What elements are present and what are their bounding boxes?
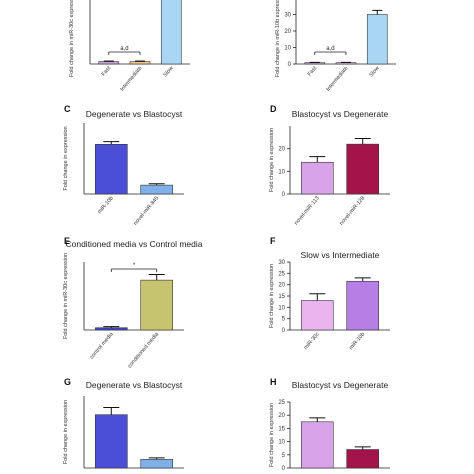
panel-label: G xyxy=(64,377,71,387)
chart-title: Degenerate vs Blastocyst xyxy=(86,380,183,390)
panel-label: F xyxy=(270,236,276,246)
panel-label: C xyxy=(64,104,71,114)
bar xyxy=(346,280,380,331)
significance-label: a,d xyxy=(120,46,128,52)
x-tick-label: miR-30c xyxy=(303,331,321,351)
bar xyxy=(300,300,334,331)
chart-title: Degenerate vs Blastocyst xyxy=(86,109,183,119)
panel-g: G Degenerate vs Blastocyst Fold change in … xyxy=(63,377,184,469)
significance-label: * xyxy=(133,263,136,269)
significance-label: a,d xyxy=(326,46,334,52)
y-tick-label: 10 xyxy=(278,305,285,311)
y-tick-label: 15 xyxy=(278,294,285,300)
x-tick-label: Intermediate xyxy=(325,65,349,92)
y-tick-label: 25 xyxy=(278,400,285,406)
bar xyxy=(94,144,128,195)
x-tick-label: control media xyxy=(89,331,115,361)
y-tick-label: 30 xyxy=(284,13,291,19)
y-tick-label: 30 xyxy=(278,260,285,266)
x-tick-label: novel-miR-113 xyxy=(293,195,320,226)
bar xyxy=(94,327,128,331)
bar xyxy=(300,161,334,195)
bar xyxy=(140,279,174,331)
x-tick-label: miR-10b xyxy=(348,331,366,351)
y-tick-label: 5 xyxy=(282,453,286,459)
y-axis-label: Fold change in miR-30c expression xyxy=(63,253,69,339)
bar xyxy=(140,184,174,195)
y-axis-label: Fold change in miR-30c expression xyxy=(69,0,75,77)
y-tick-label: 5 xyxy=(282,317,286,323)
y-tick-label: 10 xyxy=(278,440,285,446)
y-tick-label: 0 xyxy=(288,62,292,68)
x-tick-label: miR-10b xyxy=(97,195,115,215)
y-tick-label: 10 xyxy=(284,46,291,52)
y-tick-label: 0 xyxy=(282,466,286,472)
y-axis-label: Fold change in expression xyxy=(269,403,275,467)
y-axis-label: Fold change in expression xyxy=(63,400,69,464)
x-tick-label: novel-miR-128 xyxy=(339,195,367,226)
bar xyxy=(98,61,120,65)
x-tick-label: Slow xyxy=(369,65,381,78)
y-tick-label: 20 xyxy=(278,147,285,153)
y-tick-label: 15 xyxy=(278,426,285,432)
bar xyxy=(160,0,182,65)
y-axis-label: Fold change in miR-10b expression xyxy=(275,0,281,77)
bar xyxy=(335,62,357,65)
y-tick-label: 20 xyxy=(278,413,285,419)
x-tick-label: Slow xyxy=(163,65,175,78)
x-tick-label: novel-miR-845 xyxy=(133,195,161,226)
panel-a: Fold change in miR-30c expression Fast Int… xyxy=(69,0,190,93)
y-axis-label: Fold change in expression xyxy=(63,126,69,190)
x-tick-label: Intermediate xyxy=(119,65,143,92)
y-tick-label: 0 xyxy=(282,192,286,198)
y-axis-label: Fold change in expression xyxy=(269,128,275,192)
y-tick-label: 20 xyxy=(284,29,291,35)
panel-c: C Degenerate vs Blastocyst Fold change in … xyxy=(63,104,184,227)
bar xyxy=(304,62,326,65)
chart-title: Blastocyst vs Degenerate xyxy=(292,109,389,119)
y-axis-label: Fold change in expression xyxy=(269,264,275,328)
y-tick-label: 0 xyxy=(282,328,286,334)
y-tick-label: 10 xyxy=(278,169,285,175)
bar xyxy=(366,14,388,65)
bar xyxy=(129,61,151,65)
chart-title: Slow vs Intermediate xyxy=(301,250,380,260)
chart-title: Blastocyst vs Degenerate xyxy=(292,380,389,390)
panel-label: H xyxy=(270,377,277,387)
y-tick-label: 20 xyxy=(278,283,285,289)
y-tick-label: 25 xyxy=(278,271,285,277)
panel-label: D xyxy=(270,104,277,114)
x-tick-label: Fast xyxy=(101,65,113,77)
x-tick-label: Fast xyxy=(307,65,319,77)
x-tick-label: conditioned media xyxy=(127,331,161,370)
bar xyxy=(346,143,380,195)
panel-label: E xyxy=(64,236,70,246)
panel-h: H Blastocyst vs Degenerate 0 5 10 15 20 25Fold … xyxy=(269,377,390,472)
bar xyxy=(94,414,128,469)
bar xyxy=(346,449,380,469)
bar xyxy=(300,421,334,469)
chart-title: Conditioned media vs Control media xyxy=(65,239,202,249)
bar xyxy=(140,459,174,469)
